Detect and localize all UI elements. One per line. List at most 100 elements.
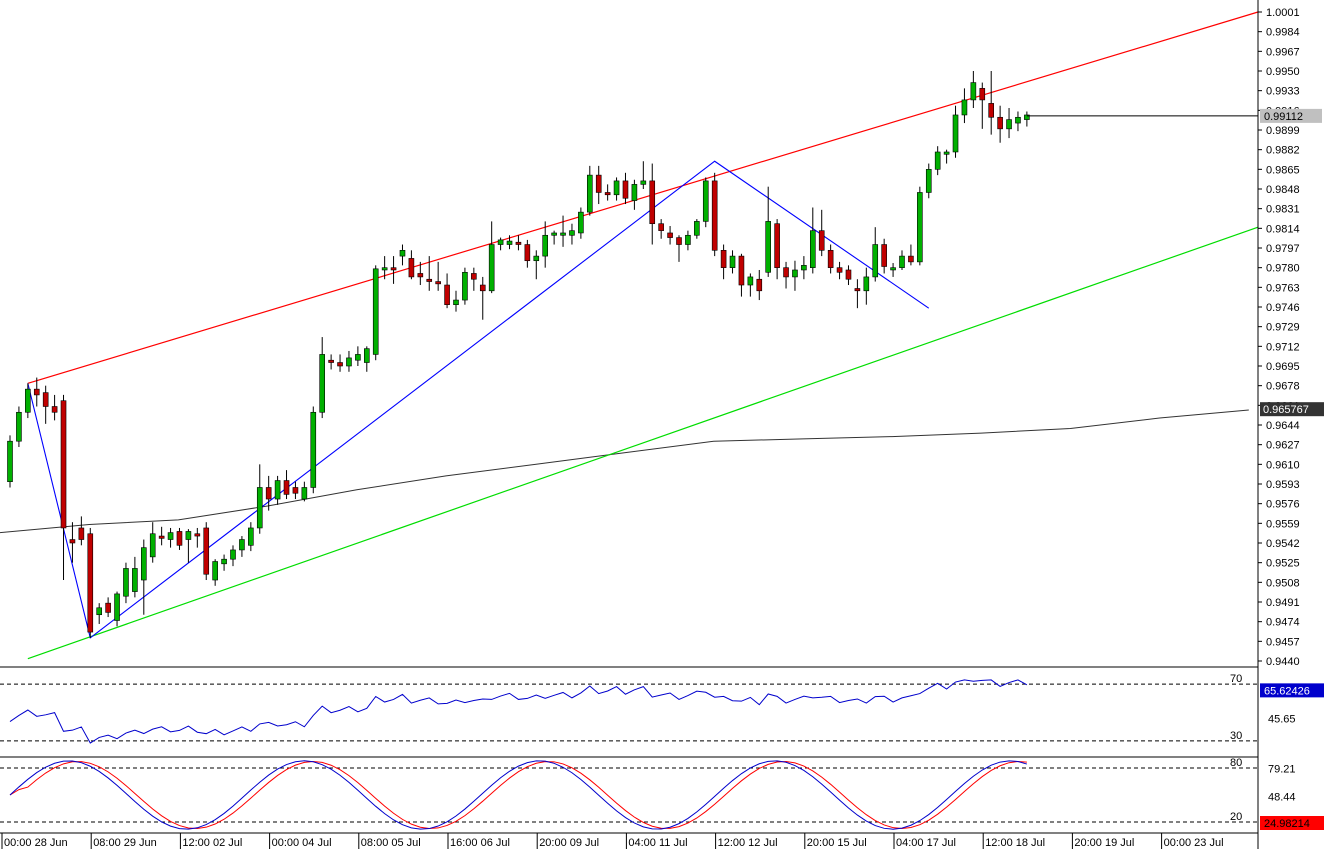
candle <box>301 481 308 502</box>
candle <box>185 529 192 563</box>
candle <box>934 146 941 176</box>
price-tick-label: 0.9593 <box>1266 479 1300 491</box>
candle-body <box>310 411 317 488</box>
candle <box>765 186 772 277</box>
candle <box>203 522 210 581</box>
candle-body <box>363 348 370 363</box>
candle-body <box>301 487 308 500</box>
price-tick-label: 0.9576 <box>1266 499 1300 511</box>
time-tick-label: 20:00 19 Jul <box>1074 837 1134 849</box>
candle <box>230 545 236 567</box>
candle <box>69 522 76 563</box>
candle-body <box>979 88 986 101</box>
stoch-level-label: 20 <box>1230 811 1242 823</box>
candle <box>667 226 673 245</box>
candle-body <box>604 192 611 196</box>
candle <box>87 527 94 638</box>
candle <box>756 269 763 301</box>
time-tick-label: 04:00 11 Jul <box>628 837 687 849</box>
candle <box>854 279 861 309</box>
candle <box>417 261 424 286</box>
candle-body <box>7 440 13 482</box>
candle-body <box>372 268 379 355</box>
price-tick-label: 0.9644 <box>1266 420 1300 432</box>
candle-body <box>792 269 798 278</box>
candle <box>256 464 263 534</box>
candle-body <box>319 354 326 413</box>
candle <box>917 186 923 266</box>
candle-body <box>1024 114 1030 120</box>
time-tick-label: 20:00 09 Jul <box>539 837 599 849</box>
candle <box>774 219 780 280</box>
candle-body <box>60 400 67 529</box>
candle-body <box>836 267 843 273</box>
candle <box>845 265 852 286</box>
candle-body <box>729 255 736 268</box>
candle <box>997 105 1003 143</box>
candle <box>453 290 459 312</box>
candle-body <box>141 547 147 581</box>
candle <box>426 256 433 291</box>
candle-body <box>390 267 397 271</box>
candle-body <box>613 180 620 196</box>
time-tick-label: 12:00 18 Jul <box>985 837 1045 849</box>
candle-body <box>551 232 557 236</box>
candle <box>622 172 629 205</box>
rsi-mid-label: 45.65 <box>1268 714 1296 726</box>
candle <box>720 244 727 280</box>
candle <box>158 526 165 546</box>
candle <box>863 267 870 305</box>
candle-body <box>417 273 424 278</box>
price-tick-label: 0.9695 <box>1266 361 1300 373</box>
candle <box>908 244 914 266</box>
candle-body <box>845 269 852 280</box>
candle-body <box>738 255 745 286</box>
price-tick-label: 0.9882 <box>1266 145 1300 157</box>
candle-body <box>453 299 459 305</box>
candle-body <box>355 354 361 361</box>
candle-body <box>408 258 415 278</box>
candle <box>694 219 700 239</box>
price-tick-label: 0.9542 <box>1266 538 1300 550</box>
candle <box>292 481 299 500</box>
candle-body <box>515 241 522 245</box>
candle-body <box>569 230 575 236</box>
price-tick-label: 0.9746 <box>1266 302 1300 314</box>
rsi-line <box>9 679 1028 744</box>
candle <box>283 470 290 500</box>
candle <box>881 238 887 274</box>
candle <box>738 253 745 297</box>
candle-body <box>33 388 40 396</box>
candle-body <box>943 151 950 155</box>
ma-label: 0.965767 <box>1263 404 1309 416</box>
rsi-value-tag <box>1260 683 1324 698</box>
stochastic-panel: 80 20 <box>0 757 1258 830</box>
candle-body <box>908 255 914 263</box>
candle-body <box>212 561 218 581</box>
candle-body <box>16 411 22 442</box>
candle-body <box>488 244 495 292</box>
candle-body <box>399 250 406 257</box>
ma-tag <box>1260 402 1324 417</box>
candle-body <box>988 103 995 118</box>
candle <box>925 163 932 199</box>
candle <box>872 227 879 282</box>
price-tick-label: 0.9933 <box>1266 86 1300 98</box>
stoch-value-tag <box>1260 816 1324 830</box>
candle <box>337 354 343 372</box>
candle <box>961 88 968 124</box>
candle-body <box>194 533 201 537</box>
price-tick-label: 0.9967 <box>1266 46 1300 58</box>
candle-body <box>78 527 85 540</box>
candle-body <box>1015 116 1021 124</box>
candle <box>346 350 352 372</box>
candle <box>435 261 441 291</box>
candle <box>390 256 397 284</box>
time-tick-label: 00:00 23 Jul <box>1164 837 1224 849</box>
candle <box>149 522 156 563</box>
price-tick-label: 0.9457 <box>1266 636 1300 648</box>
price-tick-label: 0.9559 <box>1266 518 1300 530</box>
candle <box>123 562 129 604</box>
candle-body <box>756 278 763 292</box>
